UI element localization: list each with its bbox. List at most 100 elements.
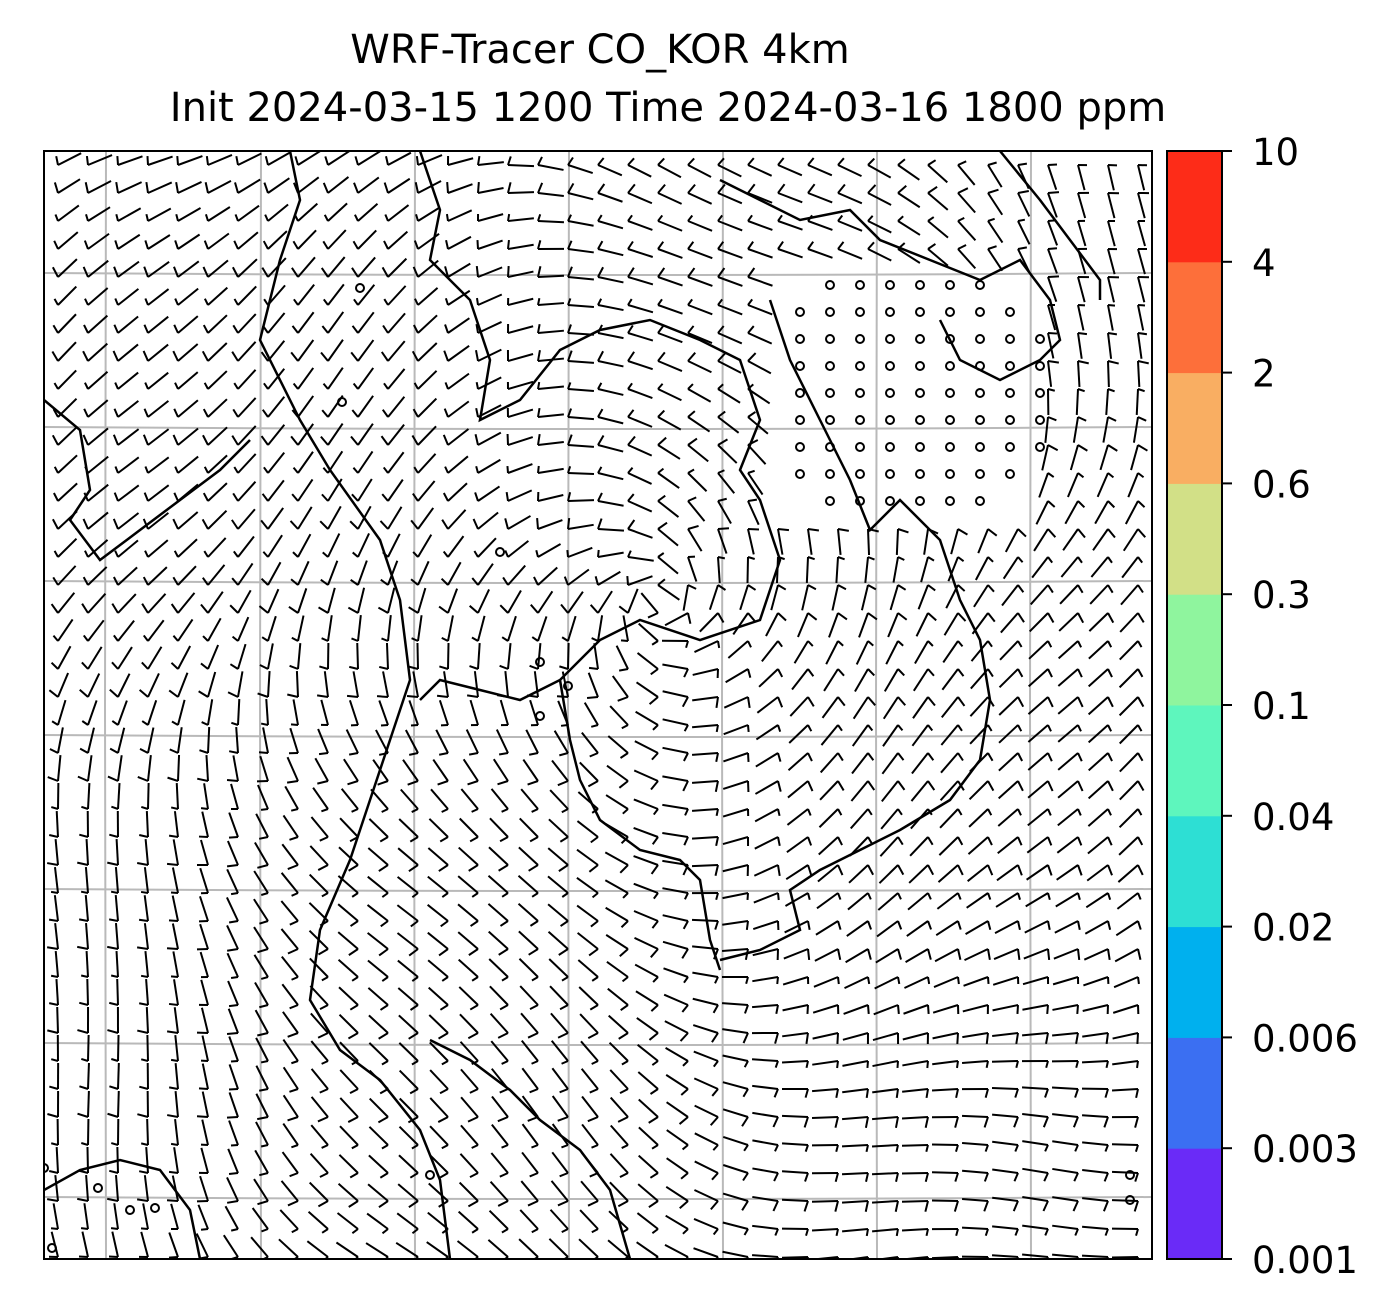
wind-barb-flag (228, 1088, 239, 1091)
wind-barb-flag (317, 1032, 329, 1039)
wind-barb (662, 832, 689, 838)
wind-barb (791, 668, 809, 691)
wind-barb-flag (561, 636, 569, 642)
wind-barb-flag (319, 665, 329, 670)
wind-barb-flag (143, 492, 149, 502)
calm-wind-marker (945, 280, 955, 290)
wind-barb-flag (717, 469, 725, 474)
wind-barb-flag (113, 324, 119, 334)
wind-barb (339, 1097, 359, 1118)
wind-barb-flag (202, 492, 209, 502)
wind-barb-flag (231, 519, 239, 530)
map-frame (43, 150, 1153, 1260)
wind-barb-flag (507, 182, 512, 194)
wind-barb (254, 1149, 269, 1174)
wind-barb (627, 388, 653, 399)
wind-barb-flag (170, 891, 179, 894)
wind-barb (902, 1088, 929, 1093)
wind-barb (327, 533, 341, 558)
wind-barb-flag (567, 492, 572, 502)
calm-wind-marker (945, 388, 955, 398)
wind-barb-flag (927, 1004, 930, 1015)
wind-barb (172, 839, 179, 866)
wind-barb-flag (747, 352, 757, 362)
wind-barb-flag (475, 381, 479, 390)
wind-barb (487, 875, 509, 894)
wind-barb (117, 428, 140, 446)
wind-barb (477, 485, 501, 502)
wind-barb (81, 1231, 89, 1258)
wind-barb (1137, 360, 1141, 388)
wind-barb (932, 1004, 959, 1014)
wind-barb-flag (466, 694, 479, 698)
calm-wind-marker (795, 307, 805, 317)
wind-barb (537, 590, 554, 614)
wind-barb-flag (139, 747, 149, 754)
wind-barb-flag (1134, 1144, 1139, 1152)
wind-barb (378, 700, 389, 726)
wind-barb-flag (1017, 162, 1028, 166)
wind-barb-flag (232, 492, 239, 502)
wind-barb-flag (109, 1085, 119, 1090)
wind-barb (717, 528, 728, 554)
wind-barb-flag (507, 265, 510, 278)
wind-barb (1022, 1224, 1049, 1230)
wind-barb (747, 332, 773, 345)
wind-barb-flag (559, 1004, 569, 1011)
parallel-line (44, 734, 1152, 738)
wind-barb-flag (1107, 584, 1114, 594)
wind-barb (174, 1063, 179, 1090)
wind-barb-flag (347, 1032, 359, 1040)
calm-wind-marker (975, 334, 985, 344)
wind-barb-flag (651, 920, 659, 929)
calm-wind-marker (885, 280, 895, 290)
wind-barb-flag (263, 182, 269, 194)
wind-barb (967, 864, 989, 882)
wind-barb-flag (409, 1172, 419, 1179)
wind-barb (117, 1062, 120, 1090)
wind-barb (310, 1040, 329, 1062)
wind-barb-flag (1107, 948, 1111, 961)
wind-barb (897, 248, 921, 264)
wind-barb-flag (258, 751, 269, 754)
wind-barb-flag (346, 694, 359, 698)
wind-barb (117, 755, 123, 782)
wind-barb (297, 615, 305, 642)
wind-barb-flag (537, 465, 540, 474)
wind-barb (57, 645, 72, 670)
wind-barb-flag (657, 351, 666, 362)
wind-barb (537, 274, 565, 278)
wind-barb (597, 192, 623, 203)
wind-barb (310, 1012, 329, 1034)
wind-barb (1022, 1032, 1049, 1037)
wind-barb-flag (650, 1004, 659, 1012)
wind-barb-flag (444, 298, 449, 306)
wind-barb-flag (1104, 1144, 1109, 1152)
calm-wind-marker (1005, 442, 1015, 452)
wind-barb-flag (683, 976, 689, 984)
wind-barb (87, 399, 109, 418)
wind-barb (117, 484, 140, 502)
wind-barb-flag (263, 466, 269, 474)
wind-barb (519, 985, 539, 1006)
wind-barb-flag (383, 240, 389, 250)
wind-barb (727, 640, 749, 659)
wind-barb (1082, 1225, 1109, 1230)
wind-barb (657, 388, 682, 402)
wind-barb-flag (654, 1256, 659, 1259)
wind-barb-flag (411, 1060, 419, 1066)
wind-barb (938, 836, 959, 856)
wind-barb-flag (291, 1228, 299, 1234)
wind-barb (687, 276, 713, 287)
wind-barb (507, 325, 534, 334)
wind-barb-flag (259, 664, 269, 670)
wind-barb-flag (532, 1256, 539, 1259)
wind-barb (897, 192, 921, 209)
wind-barb (1057, 696, 1079, 715)
wind-barb (147, 646, 163, 670)
wind-barb (633, 798, 659, 810)
wind-barb-flag (232, 324, 239, 334)
wind-barb-flag (446, 181, 449, 194)
wind-barb (537, 329, 564, 334)
wind-barb-flag (597, 434, 605, 446)
